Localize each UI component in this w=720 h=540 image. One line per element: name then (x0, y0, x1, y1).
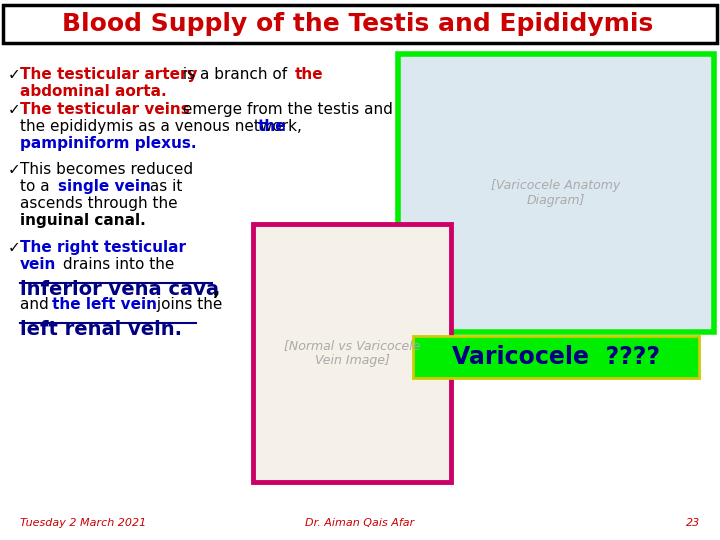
Text: [Varicocele Anatomy
Diagram]: [Varicocele Anatomy Diagram] (491, 179, 621, 207)
Text: and: and (20, 297, 53, 312)
FancyBboxPatch shape (413, 336, 699, 378)
Text: the: the (258, 119, 287, 134)
Text: ✓: ✓ (8, 102, 21, 117)
Text: left renal vein.: left renal vein. (20, 320, 182, 339)
Text: [Normal vs Varicocele
Vein Image]: [Normal vs Varicocele Vein Image] (284, 339, 420, 367)
Text: 23: 23 (685, 518, 700, 528)
Text: ✓: ✓ (8, 240, 21, 255)
Text: the: the (295, 67, 323, 82)
Text: Dr. Aiman Qais Afar: Dr. Aiman Qais Afar (305, 518, 415, 528)
FancyBboxPatch shape (253, 224, 451, 482)
Text: ,: , (213, 280, 220, 299)
Text: inferior vena cava: inferior vena cava (20, 280, 219, 299)
Text: the left vein: the left vein (52, 297, 157, 312)
Text: is a branch of: is a branch of (178, 67, 292, 82)
Text: abdominal aorta.: abdominal aorta. (20, 84, 166, 99)
Text: Tuesday 2 March 2021: Tuesday 2 March 2021 (20, 518, 146, 528)
Text: ✓: ✓ (8, 162, 21, 177)
Text: single vein: single vein (58, 179, 151, 194)
Text: inguinal canal.: inguinal canal. (20, 213, 145, 228)
FancyBboxPatch shape (3, 5, 717, 43)
Text: The testicular artery: The testicular artery (20, 67, 197, 82)
Text: drains into the: drains into the (58, 257, 174, 272)
Text: to a: to a (20, 179, 55, 194)
Text: The testicular veins: The testicular veins (20, 102, 190, 117)
Text: Varicocele  ????: Varicocele ???? (452, 345, 660, 369)
Text: ascends through the: ascends through the (20, 196, 178, 211)
Text: This becomes reduced: This becomes reduced (20, 162, 193, 177)
Text: The right testicular: The right testicular (20, 240, 186, 255)
FancyBboxPatch shape (398, 54, 714, 332)
Text: joins the: joins the (152, 297, 222, 312)
Text: pampiniform plexus.: pampiniform plexus. (20, 136, 197, 151)
Text: Blood Supply of the Testis and Epididymis: Blood Supply of the Testis and Epididymi… (63, 12, 654, 36)
Text: the epididymis as a venous network,: the epididymis as a venous network, (20, 119, 307, 134)
Text: vein: vein (20, 257, 56, 272)
Text: emerge from the testis and: emerge from the testis and (178, 102, 393, 117)
Text: as it: as it (145, 179, 182, 194)
Text: ✓: ✓ (8, 67, 21, 82)
